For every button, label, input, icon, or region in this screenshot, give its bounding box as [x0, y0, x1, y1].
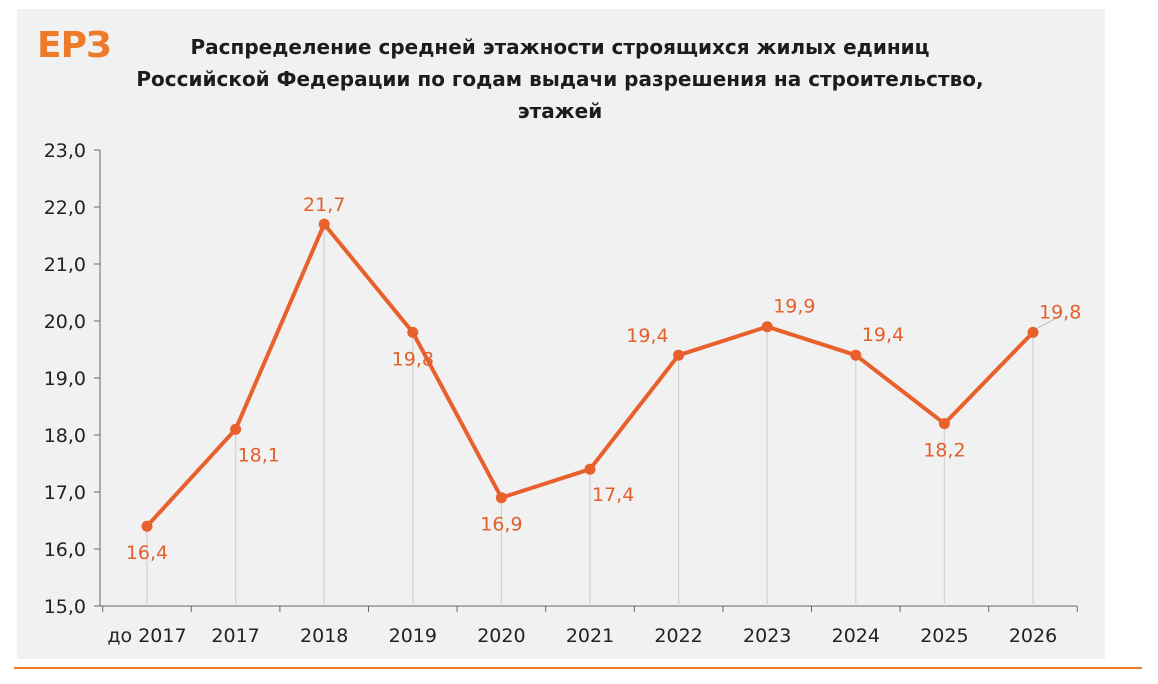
data-label: 18,2: [923, 440, 965, 462]
y-tick-label: 15,0: [44, 596, 86, 618]
data-point-marker: [495, 492, 507, 504]
data-point-marker: [318, 218, 330, 230]
data-point-marker: [141, 520, 153, 532]
erz-logo: ЕРЗ: [37, 25, 112, 66]
y-tick-label: 21,0: [44, 254, 86, 276]
data-point-marker: [673, 349, 685, 361]
x-tick-label: 2021: [566, 625, 614, 647]
data-label: 18,1: [238, 444, 280, 466]
data-point-marker: [1027, 326, 1039, 338]
data-label: 19,9: [773, 296, 815, 318]
x-tick-label: 2024: [832, 625, 880, 647]
x-tick-label: 2022: [654, 625, 702, 647]
chart-panel: [17, 9, 1105, 659]
x-tick-label: 2018: [300, 625, 348, 647]
data-label-leader: [1036, 314, 1062, 329]
y-tick-label: 22,0: [44, 197, 86, 219]
y-tick-label: 20,0: [44, 311, 86, 333]
y-tick-label: 17,0: [44, 482, 86, 504]
y-tick-label: 19,0: [44, 368, 86, 390]
y-tick-label: 23,0: [44, 140, 86, 162]
data-point-marker: [407, 326, 419, 338]
bottom-accent-rule: [14, 667, 1142, 669]
data-label: 19,4: [862, 324, 904, 346]
data-label: 19,8: [1039, 301, 1081, 323]
x-tick-label: 2019: [389, 625, 437, 647]
y-tick-label: 16,0: [44, 539, 86, 561]
data-label: 17,4: [592, 484, 634, 506]
x-tick-label: 2023: [743, 625, 791, 647]
data-label: 21,7: [303, 194, 345, 216]
data-point-marker: [230, 423, 242, 435]
data-point-marker: [761, 321, 773, 333]
x-tick-label: до 2017: [107, 625, 186, 647]
x-tick-label: 2025: [920, 625, 968, 647]
data-point-marker: [850, 349, 862, 361]
x-tick-label: 2020: [477, 625, 525, 647]
data-point-marker: [938, 418, 950, 430]
data-label: 16,9: [480, 514, 522, 536]
data-label: 19,8: [392, 348, 434, 370]
y-tick-label: 18,0: [44, 425, 86, 447]
data-label: 19,4: [626, 325, 668, 347]
x-tick-label: 2026: [1009, 625, 1057, 647]
data-label: 16,4: [126, 542, 168, 564]
x-tick-label: 2017: [211, 625, 259, 647]
chart-title: Распределение средней этажности строящих…: [136, 35, 984, 123]
data-point-marker: [584, 463, 596, 475]
